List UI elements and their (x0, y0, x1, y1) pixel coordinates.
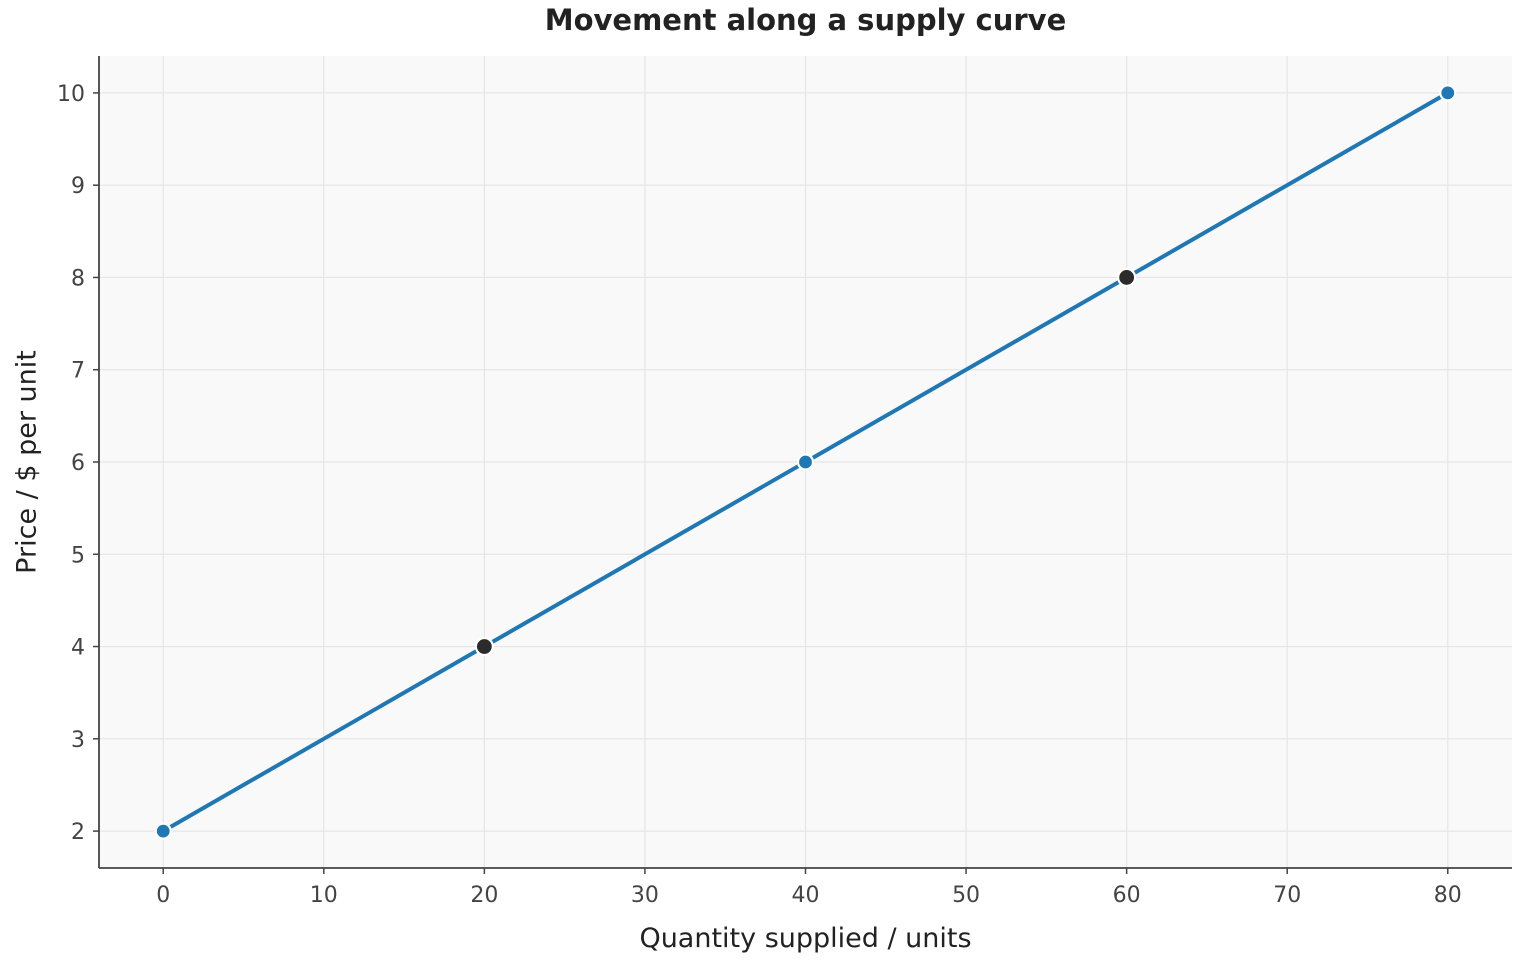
x-tick-label: 70 (1273, 883, 1301, 908)
chart-title: Movement along a supply curve (545, 3, 1067, 37)
y-tick-label: 9 (71, 174, 85, 199)
axes: 0 10 20 30 40 50 60 70 80 2 3 4 5 6 7 8 9 10 (57, 56, 1512, 908)
x-tick-label: 30 (631, 883, 659, 908)
x-tick-label: 80 (1434, 883, 1462, 908)
data-point (1439, 84, 1457, 102)
x-axis-label: Quantity supplied / units (639, 923, 971, 954)
x-tick-label: 10 (310, 883, 338, 908)
x-tick-label: 40 (792, 883, 820, 908)
y-tick-label: 4 (71, 636, 85, 661)
x-tick-label: 60 (1113, 883, 1141, 908)
highlighted-data-point (474, 636, 494, 657)
x-tick-label: 0 (156, 883, 170, 908)
x-tick-label: 20 (470, 883, 498, 908)
y-tick-label: 6 (71, 451, 85, 476)
y-tick-label: 8 (71, 266, 85, 291)
data-point (154, 822, 172, 840)
y-tick-label: 10 (57, 82, 85, 107)
y-tick-label: 3 (71, 728, 85, 753)
y-tick-label: 7 (71, 359, 85, 384)
y-tick-label: 5 (71, 543, 85, 568)
y-axis-label: Price / $ per unit (12, 350, 43, 574)
highlighted-data-point (1117, 267, 1137, 288)
data-points (154, 84, 1457, 840)
y-tick-label: 2 (71, 820, 85, 845)
data-point (796, 453, 815, 471)
x-tick-label: 50 (952, 883, 980, 908)
